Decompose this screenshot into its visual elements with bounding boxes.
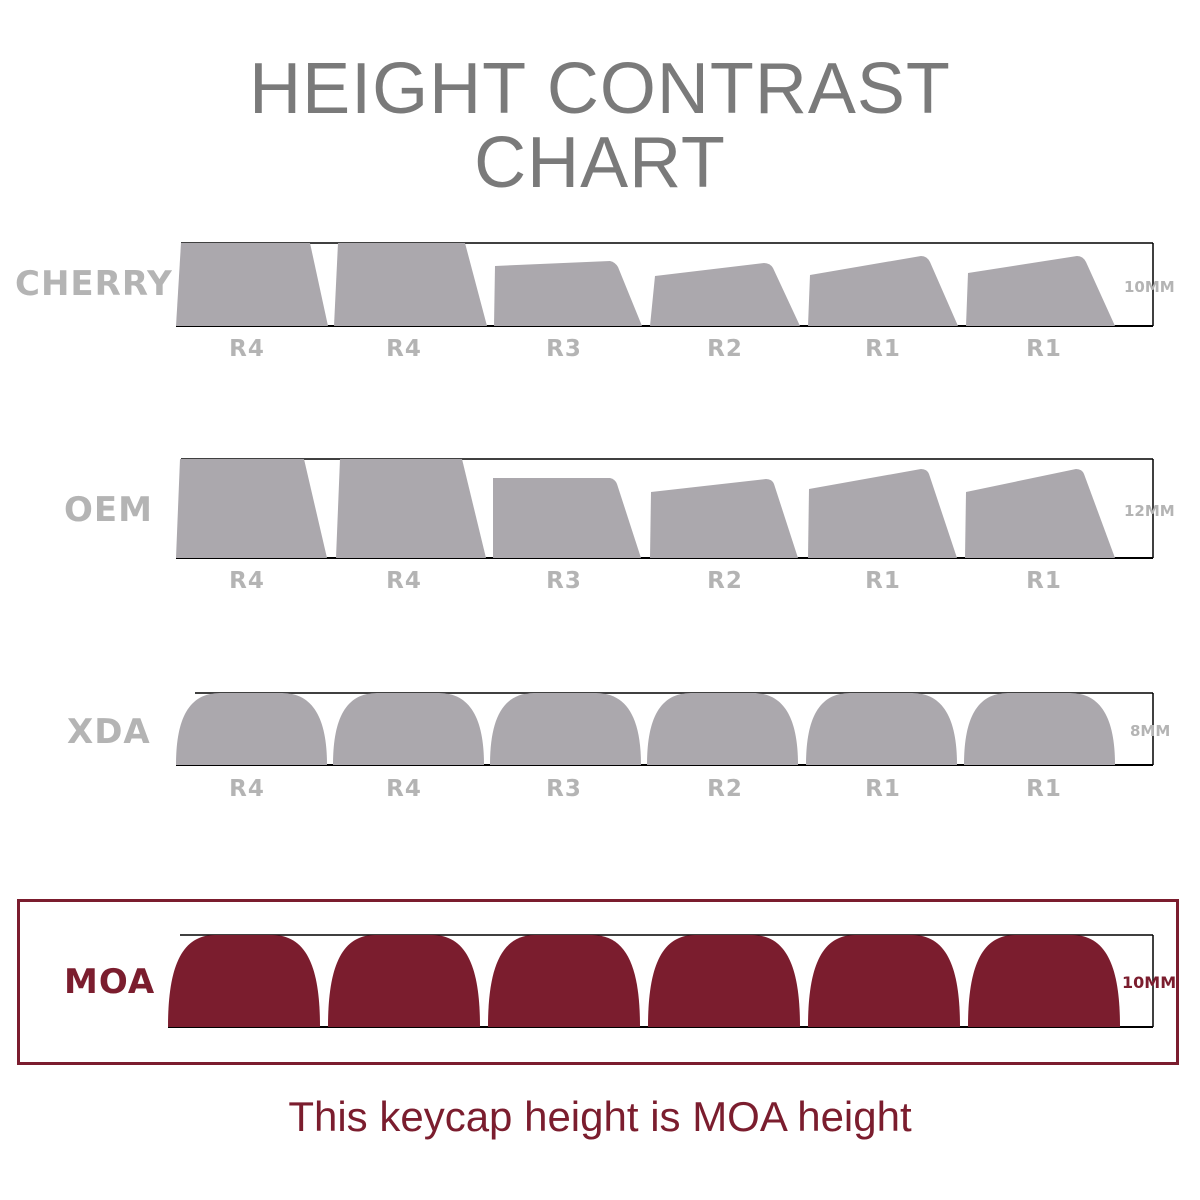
cherry-label: CHERRY [15, 264, 173, 304]
cherry-row-label: R4 [229, 336, 265, 362]
cherry-row-label: R1 [865, 336, 901, 362]
xda-keycap-r4 [176, 693, 327, 765]
xda-section [176, 692, 1154, 766]
cherry-keycap-r4-2 [334, 243, 487, 326]
xda-height-label: 8MM [1130, 722, 1171, 740]
oem-keycap-r4 [176, 459, 327, 558]
oem-keycap-r2 [650, 479, 798, 558]
oem-label: OEM [64, 490, 153, 530]
oem-row-label: R4 [229, 568, 265, 594]
xda-label: XDA [67, 712, 151, 752]
xda-row-label: R1 [1026, 776, 1062, 802]
cherry-keycap-r1-2 [966, 256, 1115, 326]
xda-row-label: R2 [707, 776, 743, 802]
cherry-height-label: 10MM [1124, 278, 1175, 296]
cherry-keycap-r2 [650, 263, 800, 326]
moa-keycap-3 [488, 935, 640, 1027]
cherry-row-label: R2 [707, 336, 743, 362]
oem-keycap-r4-2 [336, 459, 486, 558]
oem-row-label: R3 [546, 568, 582, 594]
moa-label: MOA [64, 962, 156, 1002]
moa-keycap-4 [648, 935, 800, 1027]
oem-section [176, 458, 1154, 559]
xda-row-label: R1 [865, 776, 901, 802]
cherry-row-label: R1 [1026, 336, 1062, 362]
oem-keycap-r3 [493, 478, 641, 558]
xda-row-label: R3 [546, 776, 582, 802]
cherry-keycap-r4 [176, 243, 328, 326]
oem-keycap-r1-2 [965, 469, 1115, 558]
cherry-keycap-r1 [808, 256, 958, 326]
cherry-row-label: R4 [386, 336, 422, 362]
moa-keycap-1 [168, 935, 320, 1027]
oem-row-label: R4 [386, 568, 422, 594]
oem-height-label: 12MM [1124, 502, 1175, 520]
chart-title: HEIGHT CONTRAST CHART [0, 52, 1200, 200]
xda-row-label: R4 [386, 776, 422, 802]
oem-row-label: R1 [1026, 568, 1062, 594]
cherry-section [176, 242, 1154, 327]
xda-keycap-r2 [647, 693, 798, 765]
moa-keycap-2 [328, 935, 480, 1027]
moa-section [168, 934, 1154, 1028]
xda-keycap-r1 [806, 693, 957, 765]
cherry-keycap-r3 [494, 261, 642, 326]
oem-keycap-r1 [808, 469, 957, 558]
xda-row-label: R4 [229, 776, 265, 802]
chart-title-line2: CHART [474, 123, 726, 203]
moa-keycap-5 [808, 935, 960, 1027]
moa-caption: This keycap height is MOA height [288, 1093, 912, 1140]
oem-row-label: R1 [865, 568, 901, 594]
moa-keycap-6 [968, 935, 1120, 1027]
xda-keycap-r4-2 [333, 693, 484, 765]
moa-highlight-frame [17, 899, 1179, 1065]
xda-keycap-r3 [490, 693, 641, 765]
cherry-row-label: R3 [546, 336, 582, 362]
chart-title-line1: HEIGHT CONTRAST [249, 49, 951, 129]
moa-height-label: 10MM [1122, 973, 1177, 992]
oem-row-label: R2 [707, 568, 743, 594]
xda-keycap-r1-2 [964, 693, 1115, 765]
